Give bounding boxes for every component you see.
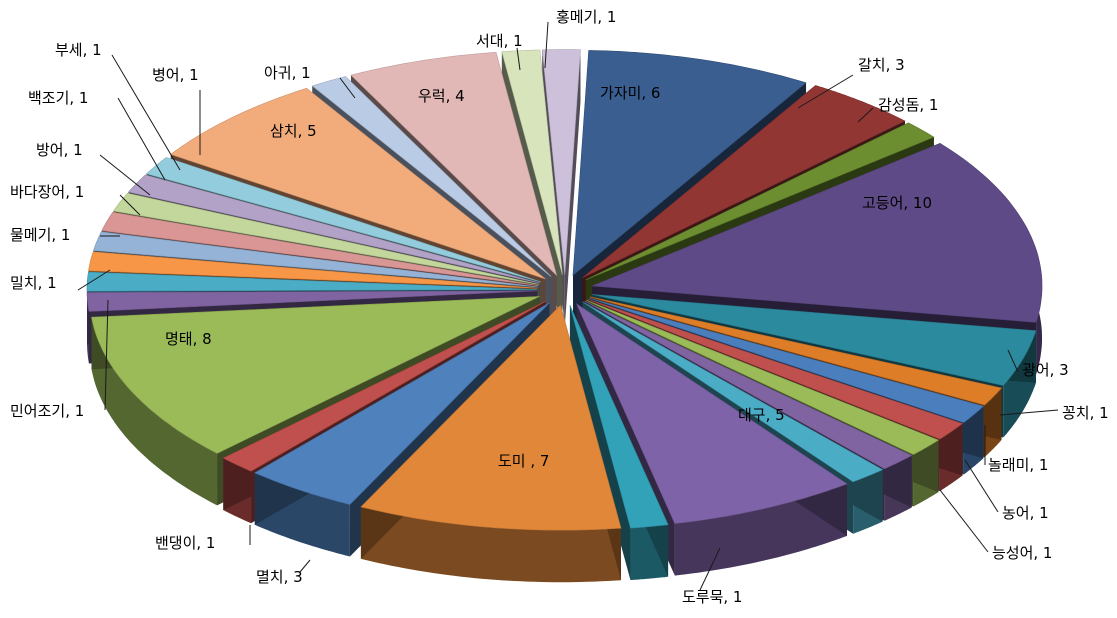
data-label-18: 바다장어, 1 <box>10 183 84 201</box>
data-label-24: 아귀, 1 <box>264 64 311 82</box>
slice-top-face <box>86 290 538 312</box>
data-label-19: 방어, 1 <box>36 141 83 159</box>
data-label-11: 도미 , 7 <box>498 452 549 470</box>
slice-side-wall <box>91 317 218 506</box>
slice-top-face <box>584 300 913 470</box>
slice-top-face <box>311 76 552 277</box>
leader-line-15 <box>104 299 109 411</box>
slice-top-face <box>586 299 940 455</box>
leader-line-10 <box>699 547 721 591</box>
slice-top-face <box>145 157 542 283</box>
data-label-21: 부세, 1 <box>55 41 102 59</box>
slice-top-face <box>501 49 563 275</box>
slice-top-face <box>88 251 538 289</box>
slice-top-face <box>576 303 848 524</box>
slice-top-face <box>112 192 539 285</box>
slice-top-face <box>170 87 546 280</box>
data-label-16: 밀치, 1 <box>10 274 57 292</box>
leader-lines <box>77 21 1059 591</box>
data-labels: 가자미, 6 갈치, 3 감성돔, 1 고등어, 10 광어, 3 꽁치, 1 놀래미, 1… <box>10 8 1109 606</box>
data-label-2: 감성돔, 1 <box>878 96 938 114</box>
slice-top-face <box>585 122 935 280</box>
data-label-8: 능성어, 1 <box>992 544 1052 562</box>
slice-top-face <box>590 296 1003 406</box>
leader-line-24 <box>339 77 356 99</box>
data-label-15: 민어조기, 1 <box>10 402 84 420</box>
data-label-12: 멸치, 3 <box>256 568 303 586</box>
leader-line-7 <box>964 459 999 513</box>
slice-top-face <box>582 301 884 483</box>
slice-top-face <box>591 294 1037 386</box>
slices-layer <box>86 49 1043 583</box>
slice-top-face <box>582 85 906 279</box>
data-label-1: 갈치, 3 <box>858 56 905 74</box>
leader-line-26 <box>516 47 521 71</box>
slice-top-face <box>587 298 964 440</box>
leader-line-8 <box>939 489 989 553</box>
slice-top-face <box>86 271 538 292</box>
leader-line-21 <box>111 54 181 171</box>
slice-top-face <box>101 211 539 286</box>
data-label-3: 고등어, 10 <box>862 194 932 212</box>
data-label-17: 물메기, 1 <box>10 226 70 244</box>
data-label-14: 명태, 8 <box>165 330 212 348</box>
data-label-9: 대구, 5 <box>738 406 785 424</box>
data-label-25: 우럭, 4 <box>418 87 465 105</box>
slice-top-face <box>93 231 538 288</box>
data-label-4: 광어, 3 <box>1022 361 1069 379</box>
slice-top-face <box>91 296 540 454</box>
data-label-20: 백조기, 1 <box>28 89 88 107</box>
data-label-7: 농어, 1 <box>1002 504 1049 522</box>
leader-line-2 <box>857 107 874 123</box>
slice-side-wall <box>360 506 621 583</box>
leader-line-27 <box>544 21 549 69</box>
leader-line-1 <box>797 74 854 109</box>
data-label-22: 병어, 1 <box>152 66 199 84</box>
leader-line-12 <box>299 559 311 573</box>
slice-top-face <box>588 297 985 423</box>
leader-line-16 <box>77 269 111 291</box>
slice-top-face <box>572 50 807 276</box>
slice-top-face <box>254 302 550 505</box>
data-label-26: 서대, 1 <box>476 32 523 50</box>
data-label-13: 밴댕이, 1 <box>155 534 215 552</box>
leader-line-4 <box>1007 349 1019 373</box>
slice-top-face <box>591 142 1043 323</box>
data-label-23: 삼치, 5 <box>270 122 317 140</box>
slice-top-face <box>127 174 540 284</box>
leader-line-20 <box>117 97 166 181</box>
slice-radial-wall <box>564 49 581 327</box>
slice-top-face <box>222 300 546 472</box>
data-label-5: 꽁치, 1 <box>1062 404 1109 422</box>
pie-slice-13 <box>360 304 622 583</box>
slice-top-face <box>360 304 622 531</box>
slice-top-face <box>541 49 581 275</box>
data-label-10: 도루묵, 1 <box>682 588 742 606</box>
data-label-0: 가자미, 6 <box>600 84 660 102</box>
leader-line-18 <box>119 194 141 216</box>
slice-top-face <box>350 52 558 277</box>
leader-line-5 <box>999 409 1059 416</box>
slice-top-face <box>569 305 669 529</box>
data-label-27: 홍메기, 1 <box>556 8 616 26</box>
leader-line-19 <box>99 154 151 196</box>
data-label-6: 놀래미, 1 <box>988 456 1048 474</box>
